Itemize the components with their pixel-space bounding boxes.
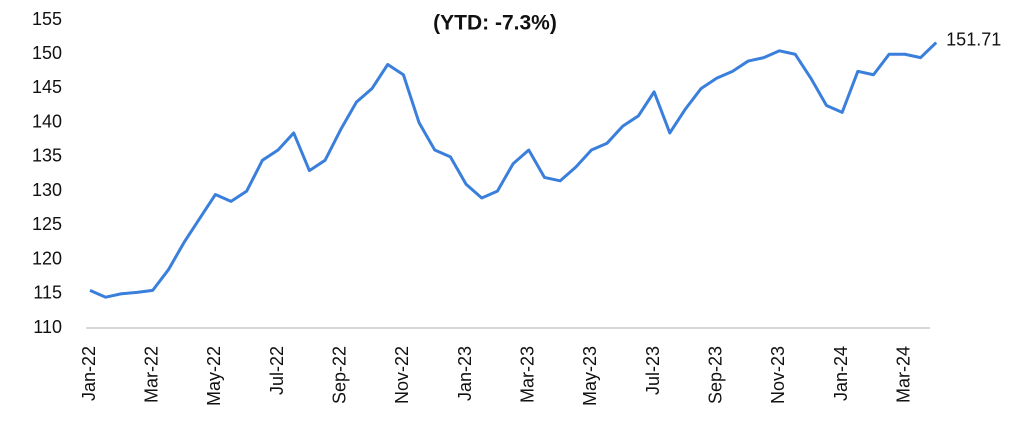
x-tick-label: Nov-23 bbox=[768, 346, 788, 404]
y-tick-label: 130 bbox=[32, 180, 62, 200]
y-tick-label: 140 bbox=[32, 111, 62, 131]
x-tick-label: Jul-23 bbox=[643, 346, 663, 395]
x-tick-label: Sep-23 bbox=[706, 346, 726, 404]
x-tick-label: Jan-22 bbox=[79, 346, 99, 401]
x-tick-label: Jan-23 bbox=[455, 346, 475, 401]
chart-title: (YTD: -7.3%) bbox=[433, 12, 557, 35]
x-tick-label: Mar-24 bbox=[894, 346, 914, 403]
line-series bbox=[89, 41, 938, 299]
x-tick-label: Jan-24 bbox=[831, 346, 851, 401]
y-tick-label: 145 bbox=[32, 77, 62, 97]
x-tick-label: Mar-22 bbox=[141, 346, 161, 403]
x-tick-label: May-22 bbox=[204, 346, 224, 406]
x-tick-label: May-23 bbox=[580, 346, 600, 406]
y-tick-label: 125 bbox=[32, 214, 62, 234]
x-tick-label: Jul-22 bbox=[267, 346, 287, 395]
end-label: 151.71 bbox=[946, 29, 1001, 49]
y-tick-label: 135 bbox=[32, 146, 62, 166]
y-tick-label: 110 bbox=[33, 317, 62, 337]
y-tick-label: 120 bbox=[32, 248, 62, 268]
x-tick-label: Sep-22 bbox=[329, 346, 349, 404]
x-tick-label: Nov-22 bbox=[392, 346, 412, 404]
x-tick-label: Mar-23 bbox=[518, 346, 538, 403]
y-tick-label: 115 bbox=[33, 283, 62, 303]
y-tick-label: 150 bbox=[32, 43, 62, 63]
y-tick-label: 155 bbox=[32, 9, 62, 29]
